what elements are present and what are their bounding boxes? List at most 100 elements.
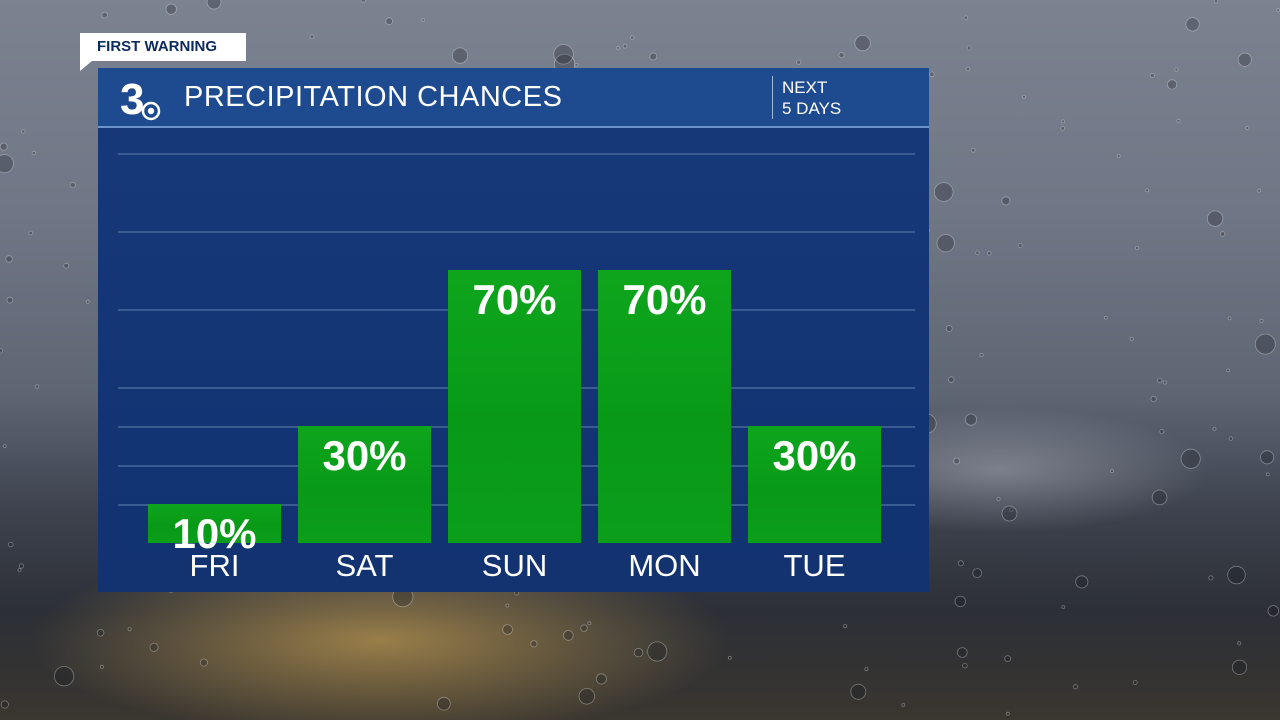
raindrop [1167, 79, 1178, 90]
raindrop [948, 376, 955, 383]
bar-fri [148, 504, 281, 543]
raindrop [595, 673, 607, 685]
bar-value-label: 30% [772, 432, 857, 479]
bar-mon [598, 270, 731, 543]
raindrop [385, 17, 394, 26]
raindrop [1061, 119, 1065, 124]
raindrop [936, 234, 955, 253]
raindrop [1004, 655, 1012, 662]
raindrop [17, 568, 22, 572]
raindrop [647, 641, 668, 662]
raindrop [1061, 605, 1066, 609]
raindrop [1022, 94, 1026, 99]
chart-title: PRECIPITATION CHANCES [184, 81, 563, 113]
raindrop [553, 44, 574, 65]
raindrop [34, 384, 40, 389]
raindrop [31, 150, 37, 156]
raindrop [421, 17, 426, 22]
raindrop [199, 658, 208, 667]
raindrop [901, 703, 906, 707]
raindrop [972, 568, 983, 578]
raindrop [1208, 575, 1214, 581]
raindrop [954, 595, 967, 608]
raindrop [587, 621, 592, 626]
raindrop [580, 624, 588, 632]
raindrop [843, 624, 848, 629]
raindrop [53, 666, 75, 687]
raindrop [1145, 188, 1150, 193]
raindrop [530, 640, 538, 648]
gridline [118, 153, 915, 155]
raindrop [99, 664, 104, 669]
raindrop [505, 603, 510, 608]
raindrop [165, 3, 177, 15]
raindrop [451, 47, 469, 64]
raindrop [979, 352, 984, 357]
raindrop [1001, 505, 1018, 522]
raindrop [956, 647, 968, 658]
raindrop [796, 59, 802, 65]
station-logo-icon: 3 [120, 75, 161, 122]
raindrop [1228, 436, 1234, 441]
day-label: FRI [189, 548, 240, 583]
raindrop [206, 0, 222, 10]
raindrop [965, 413, 978, 426]
raindrop [574, 63, 579, 67]
raindrop [986, 250, 992, 256]
raindrop [945, 325, 953, 332]
raindrop [1017, 243, 1023, 249]
raindrop [1180, 448, 1201, 469]
bar-value-label: 10% [172, 510, 257, 557]
raindrop [1116, 154, 1121, 159]
raindrop [562, 630, 574, 641]
raindrop [1110, 469, 1114, 474]
raindrop [8, 541, 14, 548]
raindrop [85, 299, 90, 304]
raindrop [965, 66, 971, 72]
raindrop [996, 496, 1001, 501]
raindrop [360, 0, 366, 3]
raindrop [1150, 395, 1157, 403]
raindrop [18, 563, 24, 569]
raindrop [1276, 8, 1280, 13]
raindrop [0, 700, 9, 709]
raindrop [1213, 0, 1219, 4]
badge-notch [80, 61, 92, 71]
raindrop [1162, 380, 1167, 385]
raindrop [957, 560, 964, 567]
raindrop [502, 624, 513, 635]
gridline [118, 231, 915, 233]
raindrop [933, 182, 954, 202]
raindrop [1151, 489, 1168, 506]
raindrop [850, 683, 867, 700]
raindrop [1174, 67, 1179, 72]
raindrop [1176, 118, 1181, 123]
raindrop [101, 11, 108, 19]
raindrop [838, 52, 845, 59]
raindrop [633, 647, 644, 658]
raindrop [127, 627, 132, 632]
raindrop [1006, 711, 1010, 716]
raindrop [630, 35, 635, 40]
raindrop [953, 457, 961, 465]
raindrop [1009, 507, 1014, 512]
raindrop [1132, 680, 1138, 685]
raindrop [1103, 315, 1108, 320]
raindrop [1237, 641, 1242, 646]
raindrop [1231, 659, 1248, 675]
bar-tue [748, 426, 881, 543]
raindrop [864, 667, 869, 672]
raindrop [616, 45, 621, 50]
raindrop [69, 181, 76, 188]
raindrop [1060, 126, 1065, 131]
raindrop [1227, 565, 1246, 585]
raindrop [1073, 684, 1079, 690]
raindrop [437, 696, 451, 711]
day-label: MON [628, 548, 701, 583]
forecast-range-line1: NEXT [782, 78, 828, 97]
header-divider [772, 76, 773, 119]
forecast-range: NEXT 5 DAYS [782, 77, 841, 119]
bar-value-label: 70% [622, 276, 707, 323]
raindrop [854, 34, 871, 52]
bar-value-label: 30% [322, 432, 407, 479]
